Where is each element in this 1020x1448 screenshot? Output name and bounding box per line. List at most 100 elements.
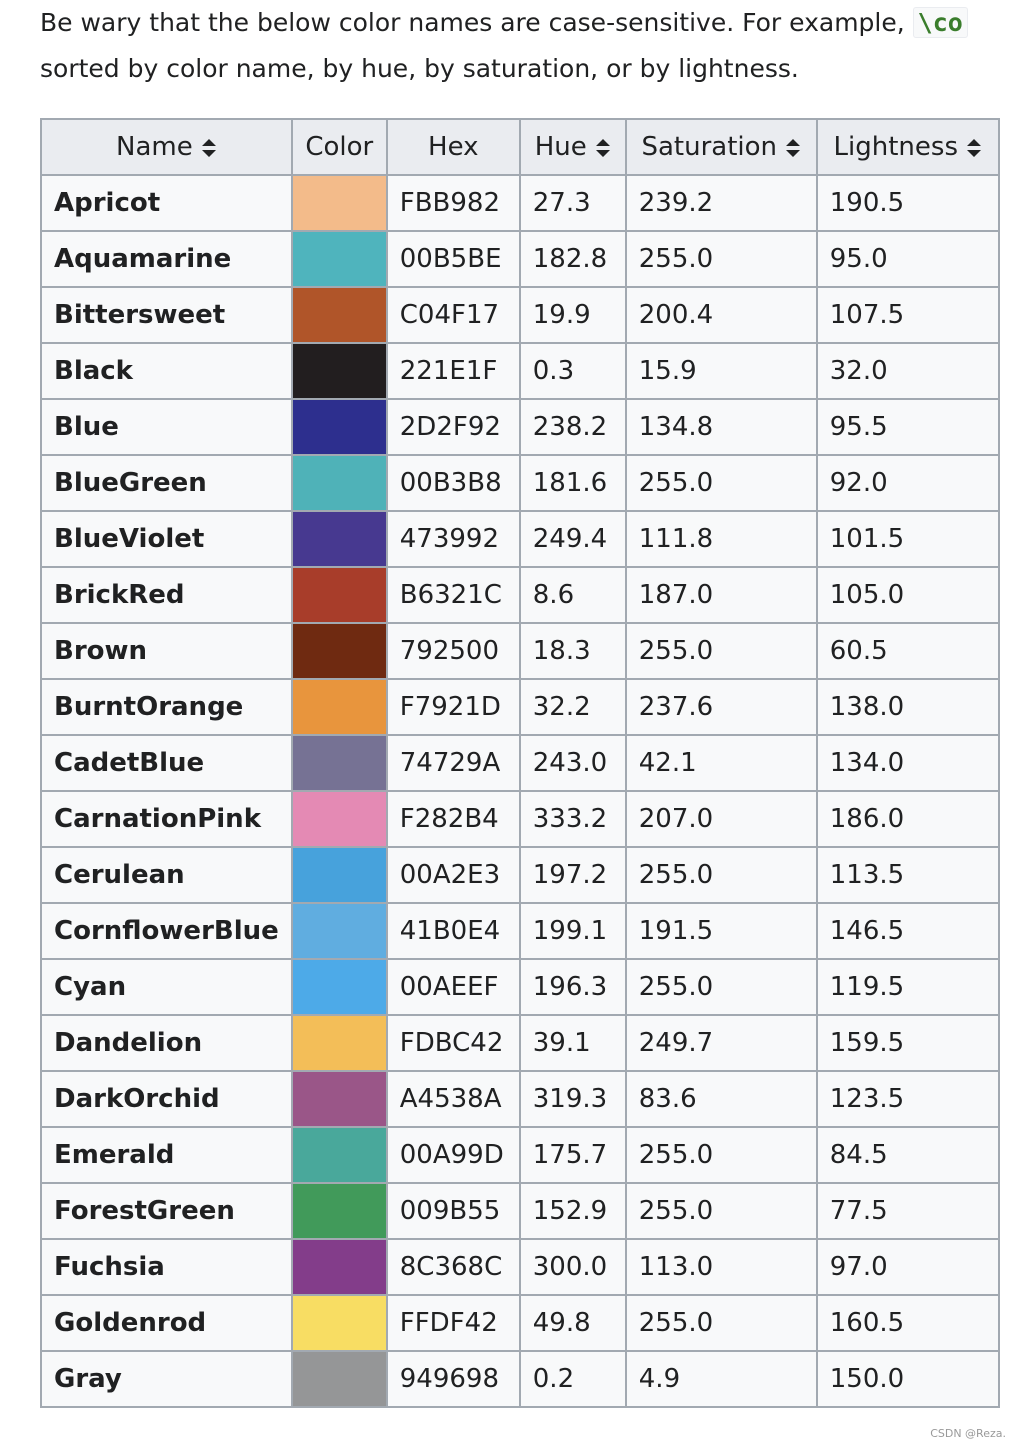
table-row: Fuchsia 8C368C 300.0 113.0 97.0: [40, 1238, 1000, 1296]
hex-cell: 009B55: [385, 1182, 521, 1240]
color-swatch: [290, 846, 388, 904]
intro: Be wary that the below color names are c…: [40, 0, 1020, 92]
hue-cell: 196.3: [518, 958, 627, 1016]
header-label: Lightness: [833, 132, 958, 162]
color-swatch: [290, 1126, 388, 1184]
sort-icon[interactable]: [201, 138, 217, 158]
hue-cell: 175.7: [518, 1126, 627, 1184]
hue-cell: 238.2: [518, 398, 627, 456]
table-row: Gray 949698 0.2 4.9 150.0: [40, 1350, 1000, 1408]
header-label: Color: [305, 132, 374, 162]
saturation-cell: 187.0: [624, 566, 818, 624]
hue-cell: 39.1: [518, 1014, 627, 1072]
hue-cell: 49.8: [518, 1294, 627, 1352]
lightness-cell: 146.5: [815, 902, 1000, 960]
color-name: Gray: [40, 1350, 293, 1408]
hue-cell: 319.3: [518, 1070, 627, 1128]
color-name: BrickRed: [40, 566, 293, 624]
sort-icon[interactable]: [966, 138, 982, 158]
saturation-cell: 255.0: [624, 230, 818, 288]
lightness-cell: 138.0: [815, 678, 1000, 736]
column-header[interactable]: Hue: [518, 118, 627, 176]
color-name: Cyan: [40, 958, 293, 1016]
lightness-cell: 95.0: [815, 230, 1000, 288]
table-row: BlueGreen 00B3B8 181.6 255.0 92.0: [40, 454, 1000, 512]
color-name: Dandelion: [40, 1014, 293, 1072]
lightness-cell: 95.5: [815, 398, 1000, 456]
hex-cell: 00A2E3: [385, 846, 521, 904]
hex-cell: 00B3B8: [385, 454, 521, 512]
saturation-cell: 15.9: [624, 342, 818, 400]
hue-cell: 199.1: [518, 902, 627, 960]
hex-cell: 2D2F92: [385, 398, 521, 456]
lightness-cell: 160.5: [815, 1294, 1000, 1352]
hex-cell: C04F17: [385, 286, 521, 344]
saturation-cell: 255.0: [624, 846, 818, 904]
saturation-cell: 4.9: [624, 1350, 818, 1408]
saturation-cell: 134.8: [624, 398, 818, 456]
color-name: ForestGreen: [40, 1182, 293, 1240]
table-row: Aquamarine 00B5BE 182.8 255.0 95.0: [40, 230, 1000, 288]
table-row: BlueViolet 473992 249.4 111.8 101.5: [40, 510, 1000, 568]
hue-cell: 197.2: [518, 846, 627, 904]
hex-cell: 8C368C: [385, 1238, 521, 1296]
hex-cell: F7921D: [385, 678, 521, 736]
color-name: Cerulean: [40, 846, 293, 904]
color-swatch: [290, 1014, 388, 1072]
color-swatch: [290, 1294, 388, 1352]
column-header: Color: [290, 118, 388, 176]
saturation-cell: 113.0: [624, 1238, 818, 1296]
saturation-cell: 255.0: [624, 1126, 818, 1184]
hex-cell: 221E1F: [385, 342, 521, 400]
table-body: Apricot FBB982 27.3 239.2 190.5 Aquamarine 00B…: [40, 174, 1000, 1408]
column-header[interactable]: Saturation: [624, 118, 818, 176]
color-name: Blue: [40, 398, 293, 456]
color-swatch: [290, 398, 388, 456]
saturation-cell: 255.0: [624, 622, 818, 680]
watermark: CSDN @Reza.: [930, 1427, 1006, 1440]
sort-icon[interactable]: [785, 138, 801, 158]
saturation-cell: 237.6: [624, 678, 818, 736]
hex-cell: F282B4: [385, 790, 521, 848]
lightness-cell: 101.5: [815, 510, 1000, 568]
hue-cell: 8.6: [518, 566, 627, 624]
hue-cell: 243.0: [518, 734, 627, 792]
color-name: CadetBlue: [40, 734, 293, 792]
lightness-cell: 190.5: [815, 174, 1000, 232]
lightness-cell: 77.5: [815, 1182, 1000, 1240]
hex-cell: FDBC42: [385, 1014, 521, 1072]
color-swatch: [290, 734, 388, 792]
hue-cell: 300.0: [518, 1238, 627, 1296]
header-label: Saturation: [641, 132, 778, 162]
hue-cell: 19.9: [518, 286, 627, 344]
hex-cell: A4538A: [385, 1070, 521, 1128]
color-table: Name Color Hex Hue Saturation Lightness Apric…: [40, 118, 1000, 1408]
color-name: BlueGreen: [40, 454, 293, 512]
table-row: Goldenrod FFDF42 49.8 255.0 160.5: [40, 1294, 1000, 1352]
sort-icon[interactable]: [595, 138, 611, 158]
color-swatch: [290, 958, 388, 1016]
hue-cell: 333.2: [518, 790, 627, 848]
hex-cell: 792500: [385, 622, 521, 680]
color-name: Emerald: [40, 1126, 293, 1184]
lightness-cell: 119.5: [815, 958, 1000, 1016]
table-row: BurntOrange F7921D 32.2 237.6 138.0: [40, 678, 1000, 736]
color-swatch: [290, 1070, 388, 1128]
table-row: Brown 792500 18.3 255.0 60.5: [40, 622, 1000, 680]
hue-cell: 27.3: [518, 174, 627, 232]
column-header[interactable]: Name: [40, 118, 293, 176]
color-name: Black: [40, 342, 293, 400]
hue-cell: 0.3: [518, 342, 627, 400]
lightness-cell: 107.5: [815, 286, 1000, 344]
color-swatch: [290, 1238, 388, 1296]
column-header[interactable]: Lightness: [815, 118, 1000, 176]
table-row: Cerulean 00A2E3 197.2 255.0 113.5: [40, 846, 1000, 904]
inline-code: \co: [912, 7, 968, 38]
saturation-cell: 249.7: [624, 1014, 818, 1072]
hue-cell: 32.2: [518, 678, 627, 736]
table-row: DarkOrchid A4538A 319.3 83.6 123.5: [40, 1070, 1000, 1128]
lightness-cell: 159.5: [815, 1014, 1000, 1072]
color-swatch: [290, 174, 388, 232]
header-label: Hue: [534, 132, 587, 162]
hex-cell: FFDF42: [385, 1294, 521, 1352]
